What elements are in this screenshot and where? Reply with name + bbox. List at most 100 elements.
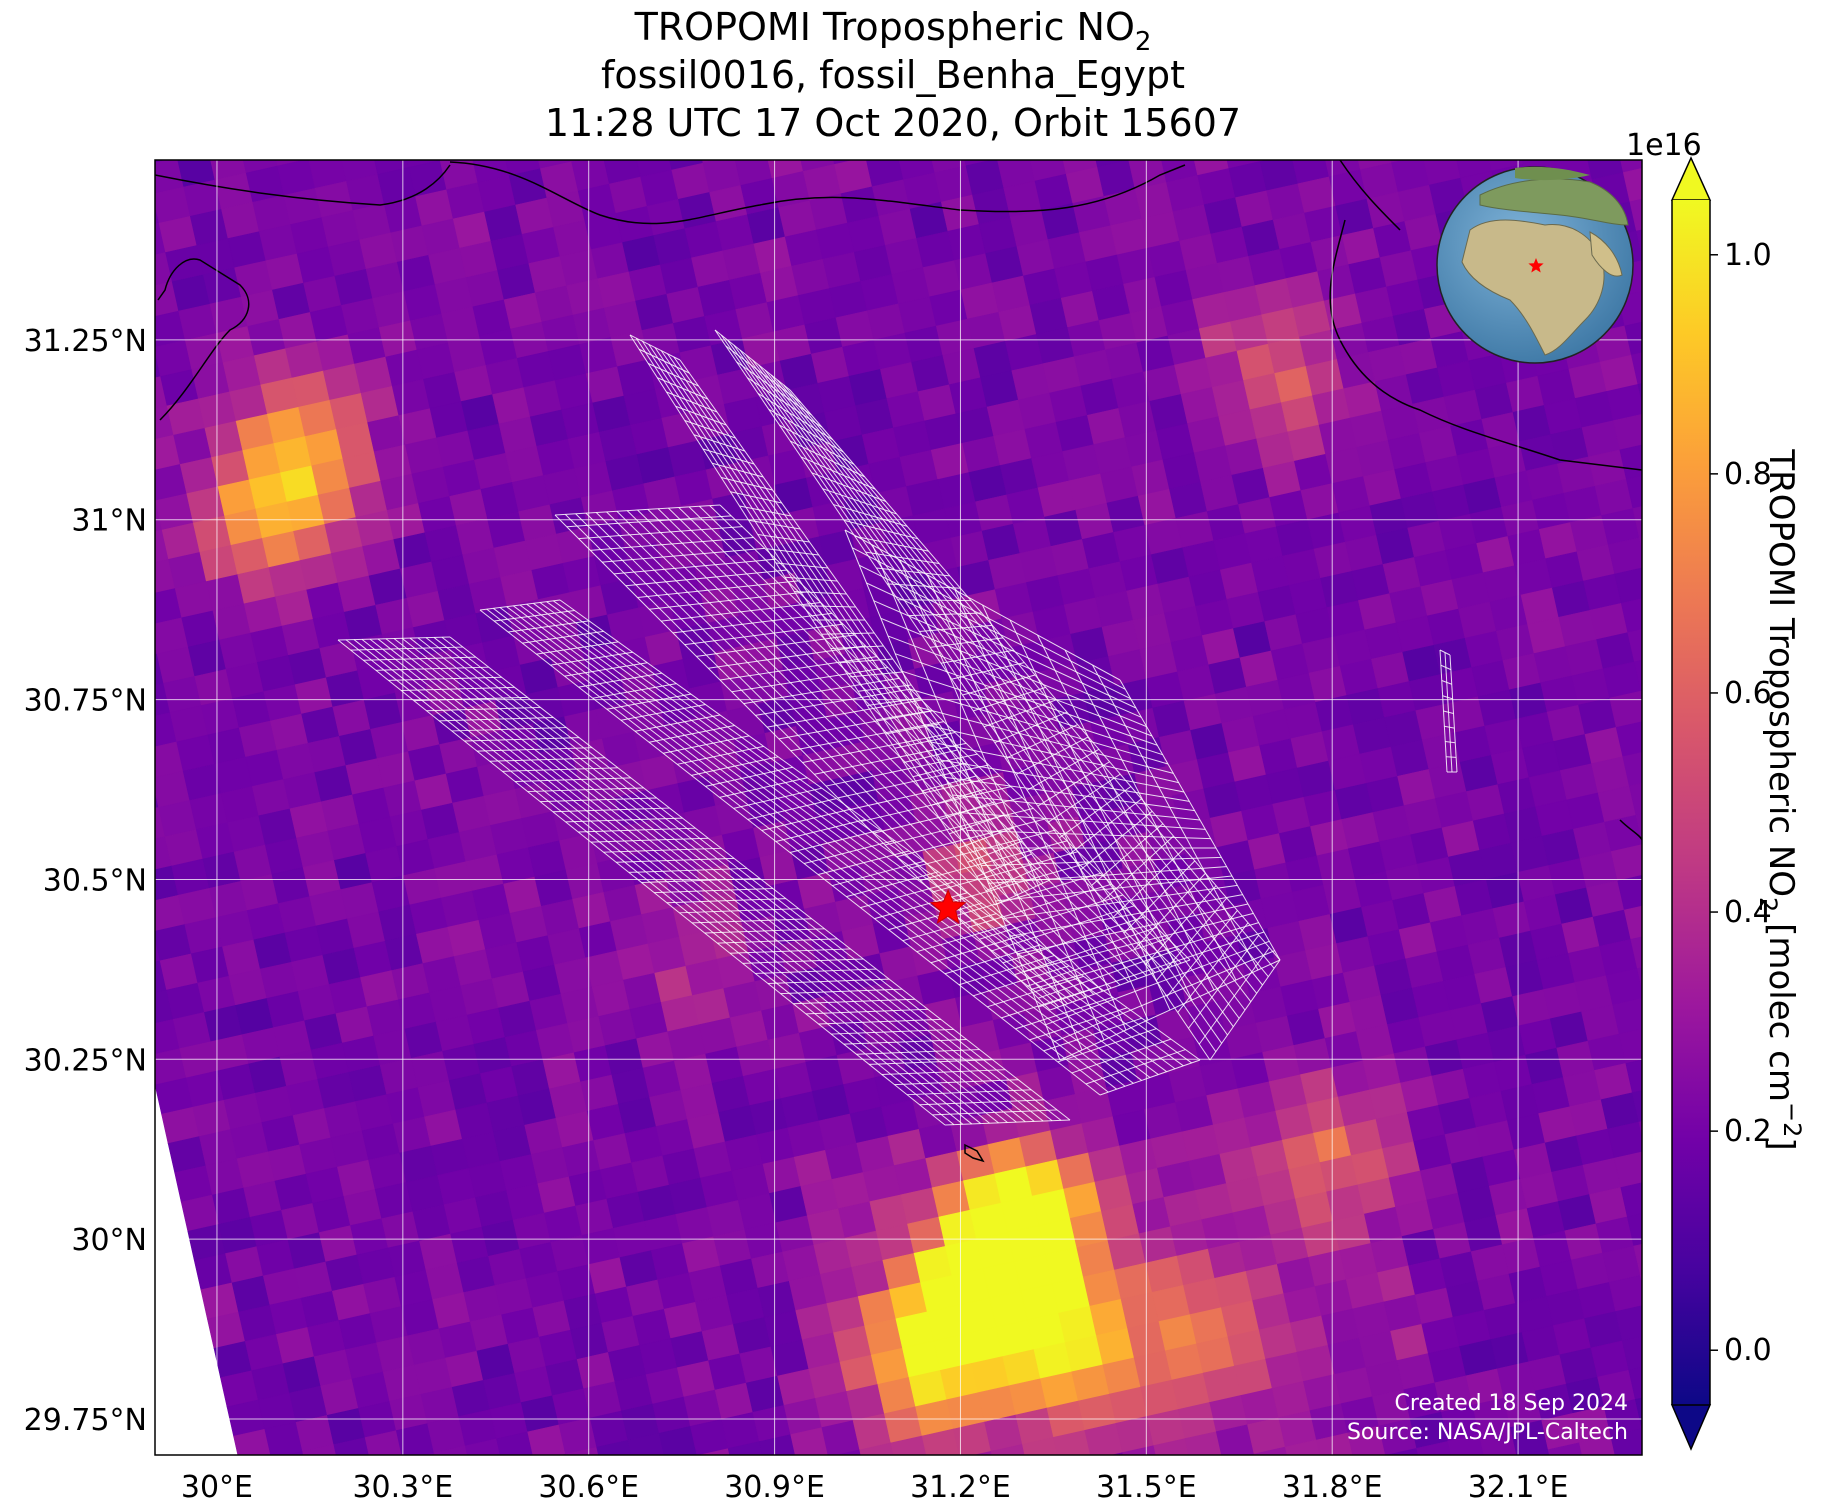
footprint-line (739, 505, 792, 517)
no2-pixel (1631, 352, 1642, 385)
footprint-line (363, 656, 476, 661)
footprint-line (679, 908, 799, 914)
footprint-line (590, 537, 754, 551)
no2-pixel (1185, 110, 1223, 146)
no2-pixel (1247, 96, 1285, 132)
colorbar-frame (1671, 200, 1711, 1405)
no2-pixel (1116, 95, 1154, 131)
footprint-line (981, 856, 1222, 867)
no2-pixel (1680, 1444, 1718, 1480)
footprint-line (894, 736, 949, 749)
globe-site-star (1528, 258, 1544, 273)
footprint-line (613, 558, 776, 575)
no2-pixel (1624, 321, 1642, 356)
no2-pixel (1192, 1461, 1230, 1497)
no2-pixel (106, 566, 144, 602)
footprint-line (691, 756, 779, 776)
footprint-line (1446, 756, 1457, 758)
no2-pixel (1623, 905, 1642, 940)
footprint-line (800, 456, 876, 490)
footprint-line (552, 807, 670, 813)
no2-pixel (116, 902, 154, 938)
no2-pixel (1084, 102, 1122, 138)
no2-pixel (278, 1481, 316, 1503)
footprint-line (747, 798, 837, 820)
footprint-line (818, 1018, 941, 1025)
no2-pixel (953, 100, 991, 136)
no2-pixel (1630, 936, 1642, 969)
footprint-line (693, 434, 745, 452)
no2-pixel (922, 107, 960, 143)
no2-pixel (1618, 1028, 1642, 1064)
no2-pixel (1621, 1336, 1642, 1371)
no2-pixel (1605, 968, 1642, 1006)
no2-pixel (866, 1472, 904, 1503)
no2-pixel (890, 1435, 927, 1455)
no2-pixel (1629, 198, 1642, 232)
footprint-line (657, 377, 708, 400)
no2-pixel (1625, 1059, 1642, 1094)
footprint-line (1059, 959, 1281, 1061)
footprint-line (757, 393, 833, 440)
footprint-line (578, 526, 743, 540)
footprint-line (649, 591, 810, 610)
no2-pixel (503, 1461, 541, 1497)
no2-pixel (1229, 1483, 1267, 1503)
no2-pixel (627, 1432, 665, 1455)
no2-pixel (1637, 967, 1642, 991)
footprint-line (648, 724, 735, 743)
footprint-line (638, 348, 690, 374)
footprint-line (388, 676, 502, 681)
no2-pixel (1423, 1471, 1461, 1503)
site-star (929, 888, 967, 924)
no2-pixel (1612, 998, 1642, 1035)
footprint-line (851, 547, 1126, 690)
footprint-line (590, 837, 709, 843)
map-gridlines (155, 160, 1642, 1455)
footprint-line (897, 599, 972, 602)
no2-pixel (596, 119, 634, 155)
no2-pixel (1615, 721, 1642, 758)
y-tick-label: 30°N (71, 1223, 147, 1258)
footprint-line (1069, 798, 1142, 855)
no2-pixel (984, 93, 1022, 129)
footprint-line (1002, 916, 1146, 964)
footprint-line (919, 1099, 1045, 1106)
no2-pixel (1478, 1427, 1517, 1455)
footprint-line (628, 867, 748, 873)
footprint-line (876, 710, 930, 721)
no2-pixel (1347, 1425, 1386, 1455)
no2-pixel (296, 94, 334, 130)
footprint-line (944, 1119, 1071, 1126)
no2-pixel (1624, 1487, 1662, 1503)
footprint-line (602, 547, 765, 563)
footprint-line (1440, 664, 1452, 671)
globe-arabia (1589, 231, 1623, 277)
no2-pixel (727, 1441, 763, 1455)
footprint-line (779, 424, 855, 465)
source-note: Source: NASA/JPL-Caltech (1347, 1420, 1628, 1445)
footprint-line (1029, 1007, 1128, 1041)
no2-pixel (1253, 1446, 1288, 1455)
footprint-line (479, 599, 561, 611)
footprint-line (919, 624, 993, 633)
footprint-line (696, 634, 855, 657)
no2-pixel (570, 160, 581, 163)
footprint-line (564, 662, 648, 677)
globe-africa (1461, 219, 1605, 356)
no2-pixel (1606, 384, 1642, 422)
footprint-line (967, 840, 1023, 863)
no2-pixel (859, 1442, 894, 1455)
no2-pixel (890, 114, 928, 150)
no2-pixel (1593, 1494, 1631, 1503)
coastlines (155, 160, 1642, 1163)
no2-pixel (1636, 229, 1642, 258)
no2-pixel (1607, 537, 1642, 575)
no2-pixel (1385, 1447, 1419, 1455)
footprint-line (705, 766, 793, 787)
footprint-line (1024, 912, 1254, 973)
no2-pixel (133, 99, 171, 135)
footprint-line (916, 923, 1012, 953)
no2-pixel (302, 123, 340, 159)
no2-pixel (472, 1468, 510, 1503)
